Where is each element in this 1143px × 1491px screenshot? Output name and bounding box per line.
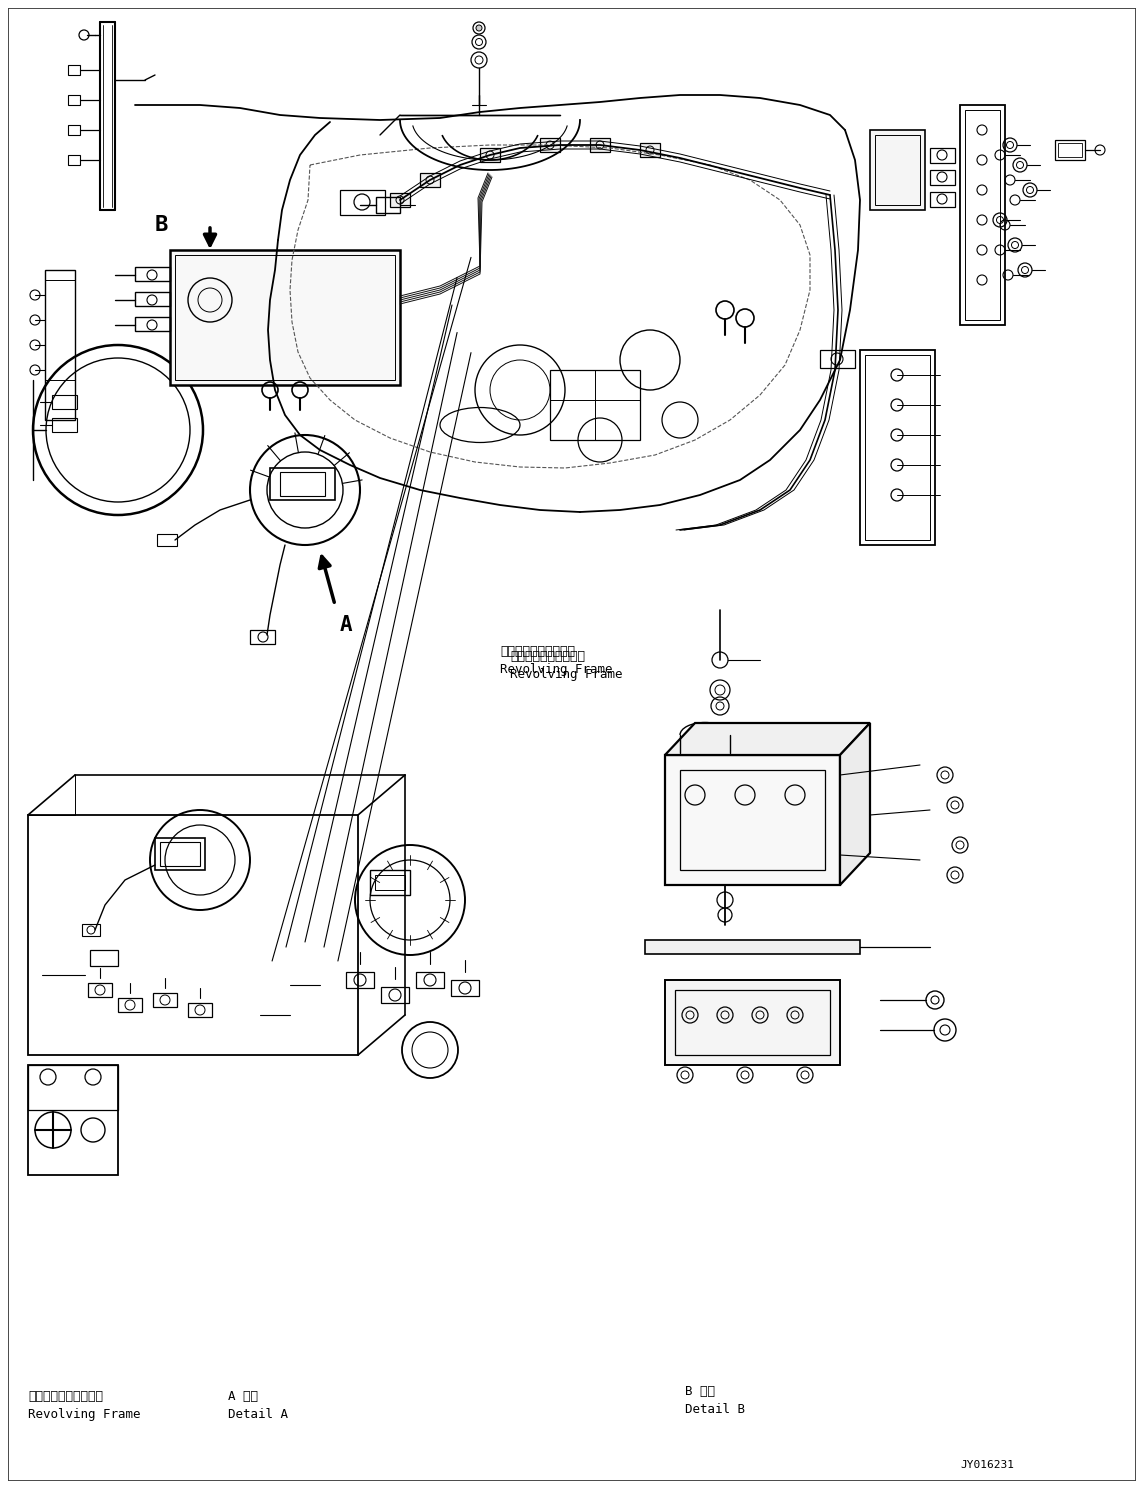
Bar [67,125,80,136]
Bar [82,924,99,936]
Bar [820,350,855,368]
Bar [135,292,170,306]
Text: B 詳細: B 詳細 [685,1385,716,1399]
Bar [416,972,443,989]
Bar [419,173,440,186]
Bar [930,170,956,185]
Bar [451,980,479,996]
Bar [153,993,177,1006]
Bar [680,769,825,871]
Bar [135,267,170,280]
Bar [930,192,956,207]
Bar [376,197,400,213]
Bar [51,417,77,432]
Bar [390,192,410,207]
Text: Detail B: Detail B [685,1403,745,1416]
Text: Detail A: Detail A [227,1408,288,1421]
Bar [67,95,80,104]
Bar [480,148,499,163]
Bar [170,250,400,385]
Bar [1058,143,1082,157]
Text: B: B [155,215,168,236]
Bar [175,255,395,380]
Bar [645,939,860,954]
Bar [250,631,275,644]
Bar [155,838,205,871]
Bar [381,987,409,1003]
Bar [860,350,935,546]
Bar [665,754,840,886]
Bar [870,130,925,210]
Polygon shape [840,723,870,886]
Bar [270,468,335,499]
Circle shape [475,25,482,31]
Bar [157,534,177,546]
Bar [965,110,1000,321]
Bar [550,370,640,440]
Bar [590,139,610,152]
Bar [51,395,77,409]
Bar [27,1065,118,1109]
Text: Revolving Frame: Revolving Frame [510,668,623,681]
Bar [187,1003,211,1017]
Bar [346,972,374,989]
Text: レボルビングフレーム: レボルビングフレーム [510,650,585,663]
Bar [1055,140,1085,160]
Text: JY016231: JY016231 [960,1460,1014,1470]
Bar [160,842,200,866]
Text: レボルビングフレーム: レボルビングフレーム [27,1390,103,1403]
Bar [370,871,410,895]
Bar [90,950,118,966]
Bar [280,473,325,497]
Bar [27,816,358,1056]
Bar [88,983,112,997]
Bar [67,155,80,166]
Bar [865,355,930,540]
Text: Revolving Frame: Revolving Frame [27,1408,141,1421]
Bar [640,143,660,157]
Bar [876,136,920,204]
Bar [339,189,385,215]
Bar [118,997,142,1012]
Bar [27,1065,118,1175]
Bar [930,148,956,163]
Bar [135,318,170,331]
Bar [375,875,405,890]
Bar [676,990,830,1056]
Bar [67,66,80,75]
Polygon shape [665,723,870,754]
Bar [539,139,560,152]
Text: A 詳細: A 詳細 [227,1390,258,1403]
Text: レボルビングフレーム: レボルビングフレーム [499,646,575,658]
Bar [960,104,1005,325]
Bar [665,980,840,1065]
Text: A: A [339,614,353,635]
Text: Revolving Frame: Revolving Frame [499,663,613,675]
Bar [45,270,75,420]
